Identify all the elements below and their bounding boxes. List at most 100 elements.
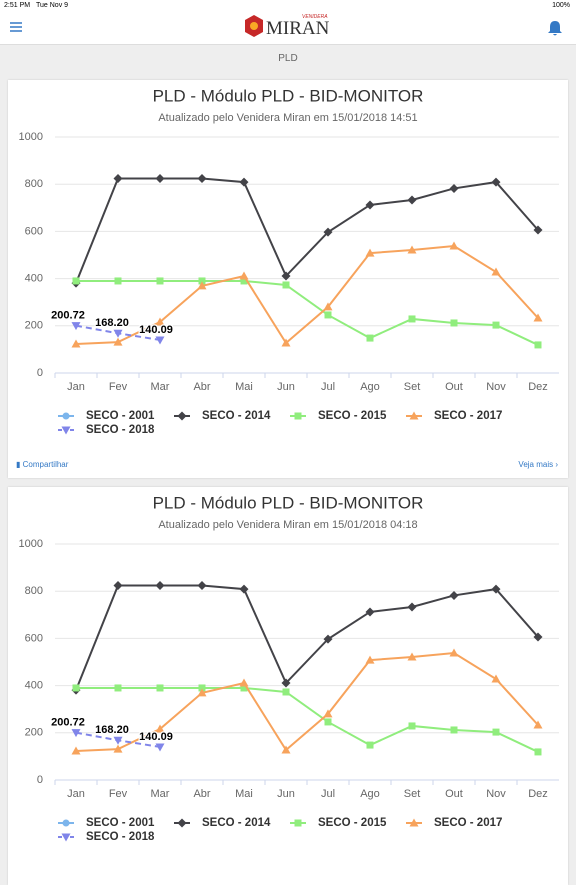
legend-marker xyxy=(409,411,419,420)
x-tick-label: Out xyxy=(445,788,463,800)
y-tick-label: 800 xyxy=(25,178,43,190)
data-point xyxy=(407,195,417,205)
logo-dot xyxy=(250,22,258,30)
data-point xyxy=(450,319,458,327)
y-tick-label: 600 xyxy=(25,225,43,237)
x-tick-label: Jun xyxy=(277,788,295,800)
data-point xyxy=(113,174,123,184)
legend-marker xyxy=(61,426,71,435)
data-point xyxy=(198,277,206,285)
data-point xyxy=(533,313,543,322)
data-point xyxy=(366,741,374,749)
x-tick-label: Nov xyxy=(486,788,506,800)
data-point xyxy=(491,674,501,683)
x-tick-label: Fev xyxy=(109,381,128,393)
data-point xyxy=(71,322,81,331)
data-point xyxy=(197,581,207,591)
data-point xyxy=(407,245,417,254)
x-tick-label: Mar xyxy=(151,788,170,800)
data-point xyxy=(156,684,164,692)
y-tick-label: 400 xyxy=(25,273,43,285)
data-point xyxy=(407,602,417,612)
legend-label: SECO - 2015 xyxy=(318,817,387,829)
legend-label: SECO - 2018 xyxy=(86,424,155,436)
data-point xyxy=(155,724,165,733)
data-point xyxy=(449,648,459,657)
x-tick-label: Abr xyxy=(193,788,210,800)
legend-label: SECO - 2017 xyxy=(434,410,502,422)
x-tick-label: Jul xyxy=(321,788,335,800)
battery: 100% xyxy=(552,2,570,9)
x-tick-label: Nov xyxy=(486,381,506,393)
x-tick-label: Ago xyxy=(360,381,380,393)
data-label: 168.20 xyxy=(95,317,129,329)
data-point xyxy=(324,718,332,726)
x-tick-label: Mai xyxy=(235,788,253,800)
x-tick-label: Jun xyxy=(277,381,295,393)
x-tick-label: Jul xyxy=(321,381,335,393)
legend-label: SECO - 2015 xyxy=(318,410,387,422)
data-label: 140.09 xyxy=(139,731,173,743)
share-link[interactable]: ▮ Compartilhar xyxy=(16,460,69,469)
legend-label: SECO - 2001 xyxy=(86,817,155,829)
brand-top: VENIDERA xyxy=(302,14,328,20)
series-line xyxy=(76,686,539,753)
data-point xyxy=(197,688,207,697)
data-point xyxy=(366,334,374,342)
share-text: Compartilhar xyxy=(22,460,69,469)
nav-icons: MIRAN VENIDERA xyxy=(10,14,562,39)
x-tick-label: Abr xyxy=(193,381,210,393)
legend-marker xyxy=(62,412,70,420)
x-tick-label: Jan xyxy=(67,788,85,800)
data-point xyxy=(365,655,375,664)
more-link[interactable]: Veja mais › xyxy=(518,460,558,469)
y-tick-label: 400 xyxy=(25,680,43,692)
chart-subtitle: Atualizado pelo Venidera Miran em 15/01/… xyxy=(158,112,417,124)
y-tick-label: 600 xyxy=(25,632,43,644)
data-point xyxy=(491,267,501,276)
x-tick-label: Dez xyxy=(528,381,548,393)
data-point xyxy=(408,722,416,730)
data-point xyxy=(114,684,122,692)
chart-title: PLD - Módulo PLD - BID-MONITOR xyxy=(153,86,424,105)
data-point xyxy=(71,339,81,348)
data-point xyxy=(533,225,543,235)
chart-card: PLD - Módulo PLD - BID-MONITOR Atualizado… xyxy=(8,487,568,885)
data-point xyxy=(323,227,333,237)
data-point xyxy=(113,744,123,753)
y-tick-label: 200 xyxy=(25,320,43,332)
data-point xyxy=(365,200,375,210)
brand: MIRAN xyxy=(266,18,330,39)
menu-button[interactable] xyxy=(10,22,22,32)
data-point xyxy=(365,607,375,617)
data-point xyxy=(449,183,459,193)
data-point xyxy=(72,684,80,692)
data-point xyxy=(449,590,459,600)
series-line xyxy=(75,584,539,691)
legend-marker xyxy=(294,412,302,420)
data-point xyxy=(491,584,501,594)
bell-button[interactable] xyxy=(548,21,562,36)
data-point xyxy=(155,317,165,326)
data-point xyxy=(197,174,207,184)
data-point xyxy=(156,277,164,285)
legend-marker xyxy=(61,833,71,842)
data-label: 200.72 xyxy=(51,310,85,322)
data-point xyxy=(239,177,249,187)
x-tick-label: Ago xyxy=(360,788,380,800)
data-point xyxy=(492,728,500,736)
chart: PLD - Módulo PLD - BID-MONITOR Atualizado… xyxy=(19,86,559,436)
time: 2:51 PM xyxy=(4,2,31,9)
y-tick-label: 800 xyxy=(25,585,43,597)
data-point xyxy=(323,302,333,311)
data-point xyxy=(281,271,291,281)
data-point xyxy=(198,684,206,692)
data-point xyxy=(281,338,291,347)
nav-bar: MIRAN VENIDERA xyxy=(0,12,576,45)
legend-marker xyxy=(177,411,187,421)
x-tick-label: Fev xyxy=(109,788,128,800)
legend-marker xyxy=(177,818,187,828)
series-line xyxy=(75,652,539,752)
data-point xyxy=(113,581,123,591)
